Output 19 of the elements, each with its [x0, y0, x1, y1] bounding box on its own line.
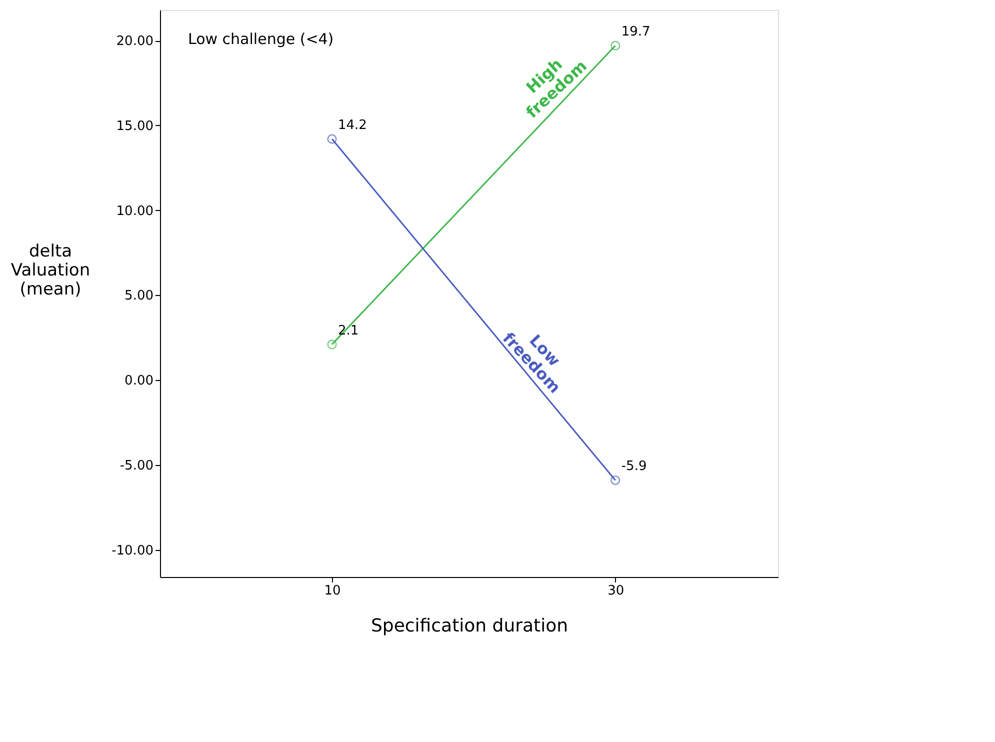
y-tick-label: 20.00 [116, 34, 154, 50]
annotation: Low challenge (<4) [188, 30, 334, 48]
y-tick-label: 10.00 [116, 204, 154, 219]
point [610, 40, 620, 50]
y-tick-label: -5.00 [120, 458, 154, 474]
x-axis-title: Specification duration [370, 616, 568, 636]
x-tick-label: 30 [608, 584, 624, 598]
point [327, 340, 337, 350]
y-tick-label: 0.00 [124, 374, 154, 389]
y-tick-label: -10.00 [112, 543, 154, 558]
x-tick-label: 10 [324, 584, 341, 598]
y-axis-title: delta Valuation (mean) [10, 242, 90, 300]
data-label: 14.2 [338, 118, 367, 134]
data-label: -5.9 [621, 459, 647, 474]
data-label: 19.7 [621, 24, 650, 40]
y-tick-label: 5.00 [124, 288, 154, 304]
point [327, 134, 337, 144]
point [610, 475, 620, 486]
y-tick-label: 15.00 [116, 118, 154, 134]
